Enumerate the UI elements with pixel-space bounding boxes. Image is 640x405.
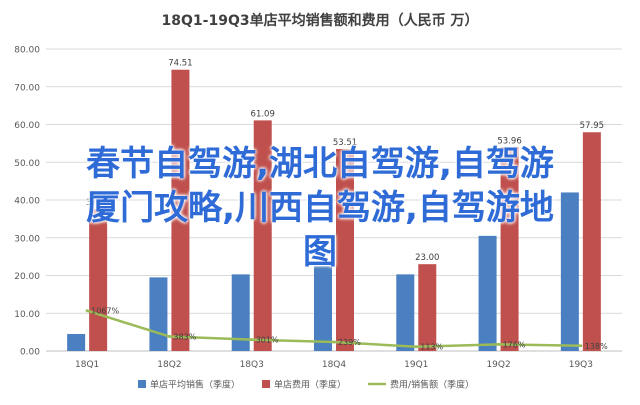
ratio-point — [414, 345, 418, 349]
x-tick-label: 18Q2 — [157, 360, 181, 370]
ratio-point — [497, 342, 501, 346]
ratio-point — [85, 309, 89, 313]
y-tick-label: 30.00 — [14, 234, 40, 244]
ratio-point — [332, 340, 336, 344]
x-tick-label: 19Q1 — [404, 360, 428, 370]
bar — [418, 264, 437, 351]
legend-item: 费用/销售额（季度） — [368, 379, 474, 391]
bar-data-label: 53.51 — [333, 138, 357, 148]
legend-item: 单店费用（季度） — [262, 379, 346, 391]
y-tick-label: 0.00 — [20, 348, 40, 358]
x-tick-label: 18Q4 — [322, 360, 347, 370]
bar-data-label: 53.96 — [497, 136, 521, 146]
bar — [89, 208, 108, 351]
ratio-point — [250, 338, 254, 342]
legend-swatch — [262, 380, 271, 388]
bar — [67, 334, 86, 351]
legend-label: 单店费用（季度） — [274, 379, 346, 391]
y-tick-label: 70.00 — [14, 83, 40, 93]
data-labels: 37.63 74.51 61.09 53.51 23.00 53.96 57.95 1067%… — [86, 59, 608, 352]
bar-data-label: 74.51 — [168, 59, 192, 69]
x-tick-label: 19Q2 — [486, 360, 510, 370]
y-tick-label: 20.00 — [14, 272, 40, 282]
ratio-data-label: 176% — [503, 340, 526, 349]
bar — [253, 120, 272, 351]
bar — [231, 274, 250, 351]
x-tick-label: 18Q1 — [75, 360, 99, 370]
bar — [171, 69, 190, 352]
legend-label: 单店平均销售（季度） — [150, 379, 240, 391]
chart-title: 18Q1-19Q3单店平均销售额和费用（人民币 万） — [162, 12, 479, 29]
x-tick-label: 18Q3 — [240, 360, 264, 370]
y-tick-label: 50.00 — [14, 159, 40, 169]
ratio-data-label: 1067% — [91, 307, 119, 316]
ratio-data-label: 239% — [338, 338, 361, 347]
y-tick-label: 60.00 — [14, 121, 40, 131]
gridlines — [46, 48, 622, 352]
bar — [396, 274, 415, 351]
bar-data-label: 57.95 — [580, 121, 604, 131]
bar — [560, 192, 579, 351]
legend: 单店平均销售（季度） 单店费用（季度） 费用/销售额（季度） — [138, 379, 474, 391]
legend-swatch — [138, 380, 146, 388]
bar-data-label: 37.63 — [86, 198, 110, 208]
y-tick-label: 80.00 — [14, 46, 40, 56]
legend-item: 单店平均销售（季度） — [138, 379, 240, 391]
bar-data-label: 23.00 — [415, 253, 439, 263]
bar — [478, 235, 497, 351]
x-axis-ticks: 18Q1 18Q2 18Q3 18Q4 19Q1 19Q2 19Q3 — [75, 360, 593, 370]
ratio-data-label: 138% — [585, 342, 608, 351]
ratio-data-label: 113% — [420, 343, 443, 352]
ratio-line — [85, 309, 583, 349]
bars — [67, 69, 601, 352]
ratio-data-label: 383% — [173, 333, 196, 342]
y-axis-ticks: 0.00 10.00 20.00 30.00 40.00 50.00 60.00 70.00 8… — [14, 46, 40, 358]
bar — [314, 266, 332, 351]
bar-data-label: 61.09 — [251, 109, 275, 119]
bar — [149, 277, 168, 351]
ratio-point — [579, 344, 583, 348]
x-tick-label: 19Q3 — [569, 360, 593, 370]
ratio-point — [167, 335, 171, 339]
bar — [336, 148, 354, 351]
y-tick-label: 40.00 — [14, 197, 40, 207]
legend-label: 费用/销售额（季度） — [390, 379, 474, 391]
ratio-data-label: 301% — [256, 336, 279, 345]
bar — [582, 132, 601, 351]
y-tick-label: 10.00 — [14, 310, 40, 320]
bar — [500, 147, 519, 351]
